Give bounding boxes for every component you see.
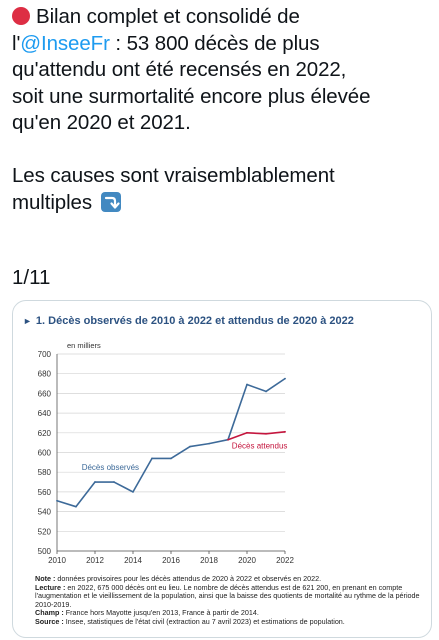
series-label-attendus: Décès attendus <box>232 442 288 451</box>
data-point <box>132 491 134 493</box>
y-unit-label: en milliers <box>67 341 101 350</box>
data-point <box>208 442 210 445</box>
chart-note-4: Source : Insee, statistiques de l'état c… <box>35 616 425 627</box>
data-point <box>151 457 153 460</box>
data-point <box>265 390 267 393</box>
right-arrow-curving-down-icon <box>100 191 121 212</box>
x-tick-label: 2016 <box>162 556 180 565</box>
mention-link[interactable]: @InseeFr <box>20 31 110 55</box>
tweet-line-1: Bilan complet et consolidé de <box>12 4 432 31</box>
line-chart: 500 520 540 560 580 600 620 640 660 680 700 2010 201… <box>38 341 295 565</box>
y-tick-label: 560 <box>38 488 52 497</box>
x-tick-label: 2010 <box>48 556 66 565</box>
y-tick-label: 520 <box>38 527 52 536</box>
tweet-line-7: multiples <box>12 190 432 217</box>
y-tick-label: 660 <box>38 389 52 398</box>
tweet-line-1-text: Bilan complet et consolidé de <box>36 5 300 28</box>
x-tick-label: 2022 <box>276 556 294 565</box>
data-point <box>227 438 229 441</box>
chart-title-text: 1. Décès observés de 2010 à 2022 et atte… <box>35 315 354 327</box>
series-label-observes: Décès observés <box>82 463 139 472</box>
data-point <box>189 445 191 448</box>
tweet-line-2-suffix: : 53 800 décès de plus <box>109 31 320 55</box>
chart-note-text: données provisoires pour les décès atten… <box>55 574 322 583</box>
data-point <box>170 457 172 460</box>
chart-note-label: Lecture : <box>35 582 66 592</box>
y-tick-label: 540 <box>38 508 52 517</box>
y-tick-label: 500 <box>38 547 52 556</box>
series-line-attendus <box>227 431 286 441</box>
data-point <box>284 377 286 380</box>
y-tick-label: 600 <box>38 449 52 458</box>
data-point <box>246 383 248 386</box>
chart-note-text: en 2022, 675 000 décès ont eu lieu. Le n… <box>35 582 420 609</box>
data-point <box>246 431 248 434</box>
y-tick-label: 580 <box>38 468 52 477</box>
x-tick-label: 2020 <box>238 556 256 565</box>
data-point <box>284 430 286 433</box>
x-tick-label: 2012 <box>86 556 104 565</box>
y-tick-label: 620 <box>38 429 52 438</box>
tweet-line-6: Les causes sont vraisemblablement <box>12 164 335 187</box>
tweet-line-2: l'@InseeFr : 53 800 décès de plus <box>12 31 432 58</box>
data-point <box>56 499 58 502</box>
chart-note-1: Note : données provisoires pour les décè… <box>35 574 425 584</box>
tweet-line-3: qu'attendu ont été recensés en 2022, <box>12 58 347 81</box>
chart-note-text: France hors Mayotte jusqu'en 2013, Franc… <box>63 608 259 618</box>
tweet-line-4: soit une surmortalité encore plus élevée <box>12 84 371 108</box>
y-tick-label: 700 <box>38 350 52 359</box>
chart-note-label: Champ : <box>35 608 64 618</box>
data-point <box>94 481 96 483</box>
tweet-line-5: qu'en 2020 et 2021. <box>12 111 191 134</box>
y-tick-label: 640 <box>38 409 52 418</box>
thread-count: 1/11 <box>12 266 51 289</box>
chart-notes: Note : données provisoires pour les décè… <box>35 574 425 627</box>
tweet-text: Bilan complet et consolidé de l'@InseeFr… <box>12 4 432 216</box>
red-circle-icon <box>12 7 30 25</box>
data-point <box>113 481 115 483</box>
chart-note-label: Source : <box>35 616 64 626</box>
chart-note-2: Lecture : en 2022, 675 000 décès ont eu … <box>35 582 425 610</box>
tweet-line-2-prefix: l' <box>12 31 21 55</box>
data-point <box>265 432 267 435</box>
x-tick-label: 2014 <box>124 556 142 565</box>
data-point <box>75 505 77 508</box>
y-tick-label: 680 <box>38 370 52 379</box>
tweet-line-7-text: multiples <box>12 190 92 214</box>
chart-note-label: Note : <box>35 574 56 583</box>
chart-title: ► 1. Décès observés de 2010 à 2022 et att… <box>23 315 354 327</box>
chart-note-3: Champ : France hors Mayotte jusqu'en 201… <box>35 609 425 618</box>
chart-note-text: Insee, statistiques de l'état civil (ext… <box>63 616 345 626</box>
x-tick-label: 2018 <box>200 556 218 565</box>
chart-image[interactable]: ► 1. Décès observés de 2010 à 2022 et att… <box>12 300 432 638</box>
